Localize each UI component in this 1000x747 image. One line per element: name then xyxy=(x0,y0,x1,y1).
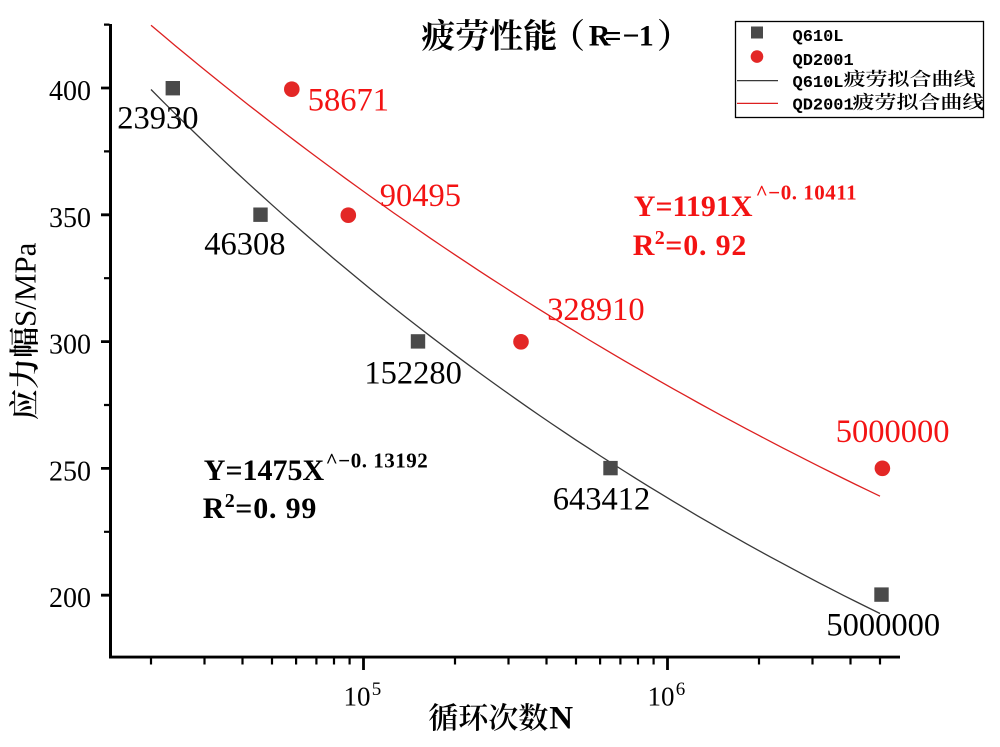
svg-text:Q610L: Q610L xyxy=(793,74,844,93)
svg-text:QD2001: QD2001 xyxy=(793,97,854,116)
svg-text:^−0. 10411: ^−0. 10411 xyxy=(756,181,858,205)
svg-text:5000000: 5000000 xyxy=(836,414,950,450)
svg-text:1: 1 xyxy=(639,20,654,53)
svg-text:QD2001: QD2001 xyxy=(793,52,854,71)
svg-text:300: 300 xyxy=(49,330,91,361)
svg-text:5: 5 xyxy=(372,679,382,700)
svg-text:N: N xyxy=(549,700,573,736)
svg-text:2: 2 xyxy=(225,490,235,512)
svg-text:R: R xyxy=(589,20,611,53)
svg-text:200: 200 xyxy=(49,583,91,614)
svg-text:5000000: 5000000 xyxy=(826,608,940,644)
svg-text:=0. 99: =0. 99 xyxy=(235,492,317,525)
svg-text:=0. 92: =0. 92 xyxy=(665,229,747,262)
svg-text:Y=1475X: Y=1475X xyxy=(204,454,325,487)
svg-text:Y=1191X: Y=1191X xyxy=(634,190,753,223)
svg-text:400: 400 xyxy=(49,76,91,107)
svg-text:58671: 58671 xyxy=(308,83,389,119)
svg-text:2: 2 xyxy=(655,227,665,249)
svg-text:10: 10 xyxy=(344,682,371,712)
svg-text:350: 350 xyxy=(49,203,91,234)
svg-text:R: R xyxy=(633,229,655,262)
svg-text:23930: 23930 xyxy=(117,101,198,137)
svg-text:R: R xyxy=(203,492,225,525)
svg-text:328910: 328910 xyxy=(547,292,645,328)
svg-text:152280: 152280 xyxy=(364,355,462,391)
svg-text:^−0. 13192: ^−0. 13192 xyxy=(326,449,429,473)
svg-text:90495: 90495 xyxy=(380,178,461,214)
svg-text:=: = xyxy=(605,20,622,53)
svg-text:6: 6 xyxy=(676,679,686,700)
svg-text:−: − xyxy=(623,20,640,53)
svg-text:10: 10 xyxy=(648,682,675,712)
svg-text:46308: 46308 xyxy=(204,227,285,263)
svg-text:Q610L: Q610L xyxy=(793,28,844,47)
svg-text:250: 250 xyxy=(49,456,91,487)
svg-text:S/MPa: S/MPa xyxy=(7,242,42,327)
svg-text:643412: 643412 xyxy=(553,481,651,517)
